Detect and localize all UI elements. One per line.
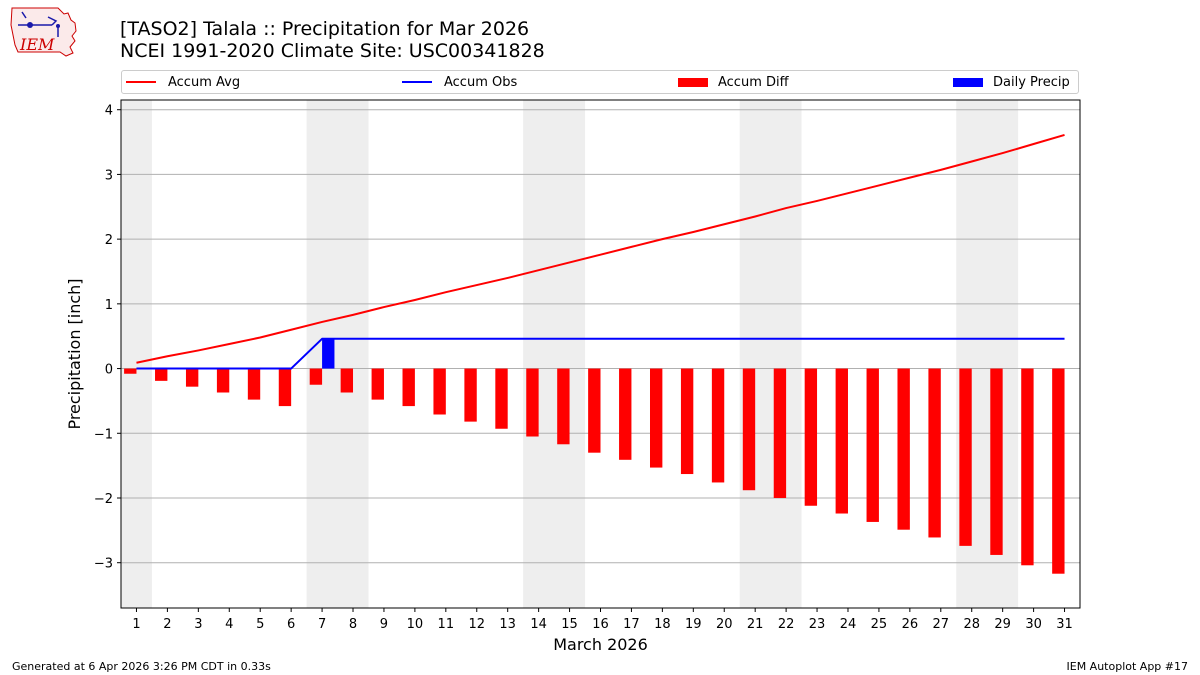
legend: Accum Avg Accum Obs Accum Diff Daily Pre… xyxy=(121,70,1079,94)
legend-label-daily-precip: Daily Precip xyxy=(993,74,1070,90)
legend-label-accum-avg: Accum Avg xyxy=(168,74,241,90)
x-tick-label: 21 xyxy=(747,617,764,632)
accum-diff-bar xyxy=(557,368,570,445)
accum-diff-bar xyxy=(990,368,1003,555)
y-tick-label: −2 xyxy=(94,492,113,507)
accum-diff-bar xyxy=(433,368,446,415)
x-tick-label: 4 xyxy=(225,617,233,632)
x-tick-label: 9 xyxy=(380,617,388,632)
legend-label-accum-diff: Accum Diff xyxy=(718,74,789,90)
x-tick-label: 7 xyxy=(318,617,326,632)
accum-diff-bar xyxy=(897,368,910,530)
footer-app: IEM Autoplot App #17 xyxy=(1066,660,1189,673)
accum-diff-bar xyxy=(588,368,601,453)
accum-diff-bar xyxy=(124,368,137,374)
accum-diff-bar xyxy=(340,368,354,393)
accum-diff-bar xyxy=(247,368,261,400)
logo-text: IEM xyxy=(19,35,55,54)
daily-precip-bar xyxy=(322,338,335,369)
x-tick-label: 28 xyxy=(963,617,980,632)
accum-diff-bar xyxy=(959,368,972,546)
accum-diff-bar xyxy=(464,368,477,422)
y-tick-label: 0 xyxy=(105,363,113,378)
accum-diff-bar xyxy=(928,368,941,538)
x-tick-label: 24 xyxy=(840,617,857,632)
accum-diff-bar xyxy=(309,368,323,385)
x-tick-label: 23 xyxy=(809,617,826,632)
legend-swatch-accum-avg xyxy=(126,81,156,83)
x-tick-label: 19 xyxy=(685,617,702,632)
legend-swatch-accum-obs xyxy=(402,81,432,83)
weekend-band xyxy=(121,100,152,608)
accum-diff-bar xyxy=(773,368,787,498)
x-tick-label: 6 xyxy=(287,617,295,632)
accum-diff-bar xyxy=(526,368,539,437)
y-tick-label: 3 xyxy=(105,168,113,183)
x-tick-label: 3 xyxy=(194,617,202,632)
accum-diff-bar xyxy=(711,368,725,483)
y-tick-label: −1 xyxy=(94,427,113,442)
accum-diff-bar xyxy=(371,368,384,400)
accum-diff-bar xyxy=(216,368,230,393)
accum-diff-bar xyxy=(185,368,199,387)
accum-diff-bar xyxy=(866,368,879,522)
x-tick-label: 14 xyxy=(530,617,547,632)
x-tick-label: 10 xyxy=(407,617,424,632)
y-axis-label: Precipitation [inch] xyxy=(65,278,84,429)
accum-avg-line xyxy=(136,133,1065,364)
legend-item-accum-diff: Accum Diff xyxy=(678,74,789,90)
x-tick-label: 15 xyxy=(561,617,578,632)
accum-diff-bar xyxy=(619,368,632,460)
iem-logo: IEM xyxy=(10,7,77,57)
x-tick-label: 27 xyxy=(933,617,950,632)
x-tick-label: 2 xyxy=(163,617,171,632)
legend-item-accum-avg: Accum Avg xyxy=(126,74,240,90)
x-tick-label: 29 xyxy=(994,617,1011,632)
chart-title: [TASO2] Talala :: Precipitation for Mar … xyxy=(120,18,530,40)
x-tick-label: 12 xyxy=(468,617,485,632)
y-tick-label: 2 xyxy=(105,233,113,248)
weekend-band xyxy=(306,100,369,608)
x-tick-label: 5 xyxy=(256,617,264,632)
x-tick-label: 8 xyxy=(349,617,357,632)
accum-diff-bar xyxy=(835,368,848,514)
x-tick-label: 11 xyxy=(438,617,455,632)
x-tick-label: 1 xyxy=(132,617,140,632)
x-tick-label: 18 xyxy=(654,617,671,632)
x-axis-label: March 2026 xyxy=(553,635,648,654)
accum-obs-line xyxy=(136,337,1065,370)
accum-diff-bar xyxy=(1052,368,1065,574)
accum-diff-bar xyxy=(649,368,663,468)
legend-swatch-accum-diff xyxy=(678,77,708,87)
chart-subtitle: NCEI 1991-2020 Climate Site: USC00341828 xyxy=(120,40,545,62)
legend-label-accum-obs: Accum Obs xyxy=(444,74,518,90)
accum-diff-bar xyxy=(680,368,694,475)
x-tick-label: 16 xyxy=(592,617,609,632)
x-tick-label: 26 xyxy=(902,617,919,632)
x-tick-label: 31 xyxy=(1056,617,1073,632)
weekend-band xyxy=(523,100,586,608)
legend-item-accum-obs: Accum Obs xyxy=(402,74,517,90)
legend-swatch-daily-precip xyxy=(953,77,983,87)
accum-diff-bar xyxy=(495,368,508,429)
x-tick-label: 17 xyxy=(623,617,640,632)
accum-diff-bar xyxy=(278,368,292,407)
accum-diff-bar xyxy=(402,368,415,407)
x-tick-label: 25 xyxy=(871,617,888,632)
accum-diff-bar xyxy=(804,368,818,506)
accum-diff-bar xyxy=(742,368,756,491)
footer-generated: Generated at 6 Apr 2026 3:26 PM CDT in 0… xyxy=(12,660,271,673)
legend-item-daily-precip: Daily Precip xyxy=(953,74,1070,90)
y-tick-label: 4 xyxy=(105,104,113,119)
x-tick-label: 13 xyxy=(499,617,516,632)
weekend-band xyxy=(739,100,802,608)
x-tick-label: 22 xyxy=(778,617,795,632)
accum-diff-bar xyxy=(155,368,168,381)
y-tick-label: −3 xyxy=(94,557,113,572)
y-tick-label: 1 xyxy=(105,298,113,313)
x-tick-label: 30 xyxy=(1025,617,1042,632)
x-tick-label: 20 xyxy=(716,617,733,632)
accum-diff-bar xyxy=(1021,368,1034,566)
